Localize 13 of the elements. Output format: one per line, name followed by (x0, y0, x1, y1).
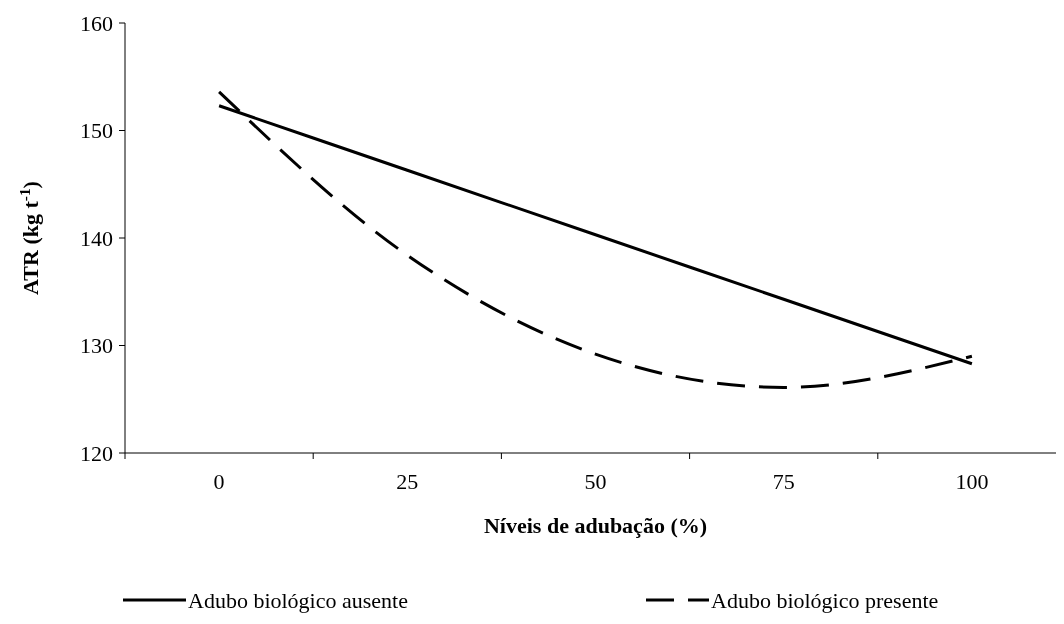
x-tick-label: 50 (584, 469, 607, 494)
x-axis-title: Níveis de adubação (%) (483, 513, 708, 538)
y-tick-label: 150 (80, 118, 113, 144)
x-tick-label: 25 (396, 469, 419, 494)
y-tick-label: 140 (80, 225, 113, 251)
y-tick-label: 120 (80, 440, 113, 466)
legend-label: Adubo biológico presente (711, 587, 939, 613)
y-tick-label: 130 (80, 333, 113, 359)
x-tick-label: 100 (955, 469, 989, 494)
x-tick-label: 0 (213, 469, 225, 494)
legend-label: Adubo biológico ausente (188, 587, 408, 613)
y-tick-label: 160 (80, 10, 113, 36)
x-tick-label: 75 (772, 469, 795, 494)
